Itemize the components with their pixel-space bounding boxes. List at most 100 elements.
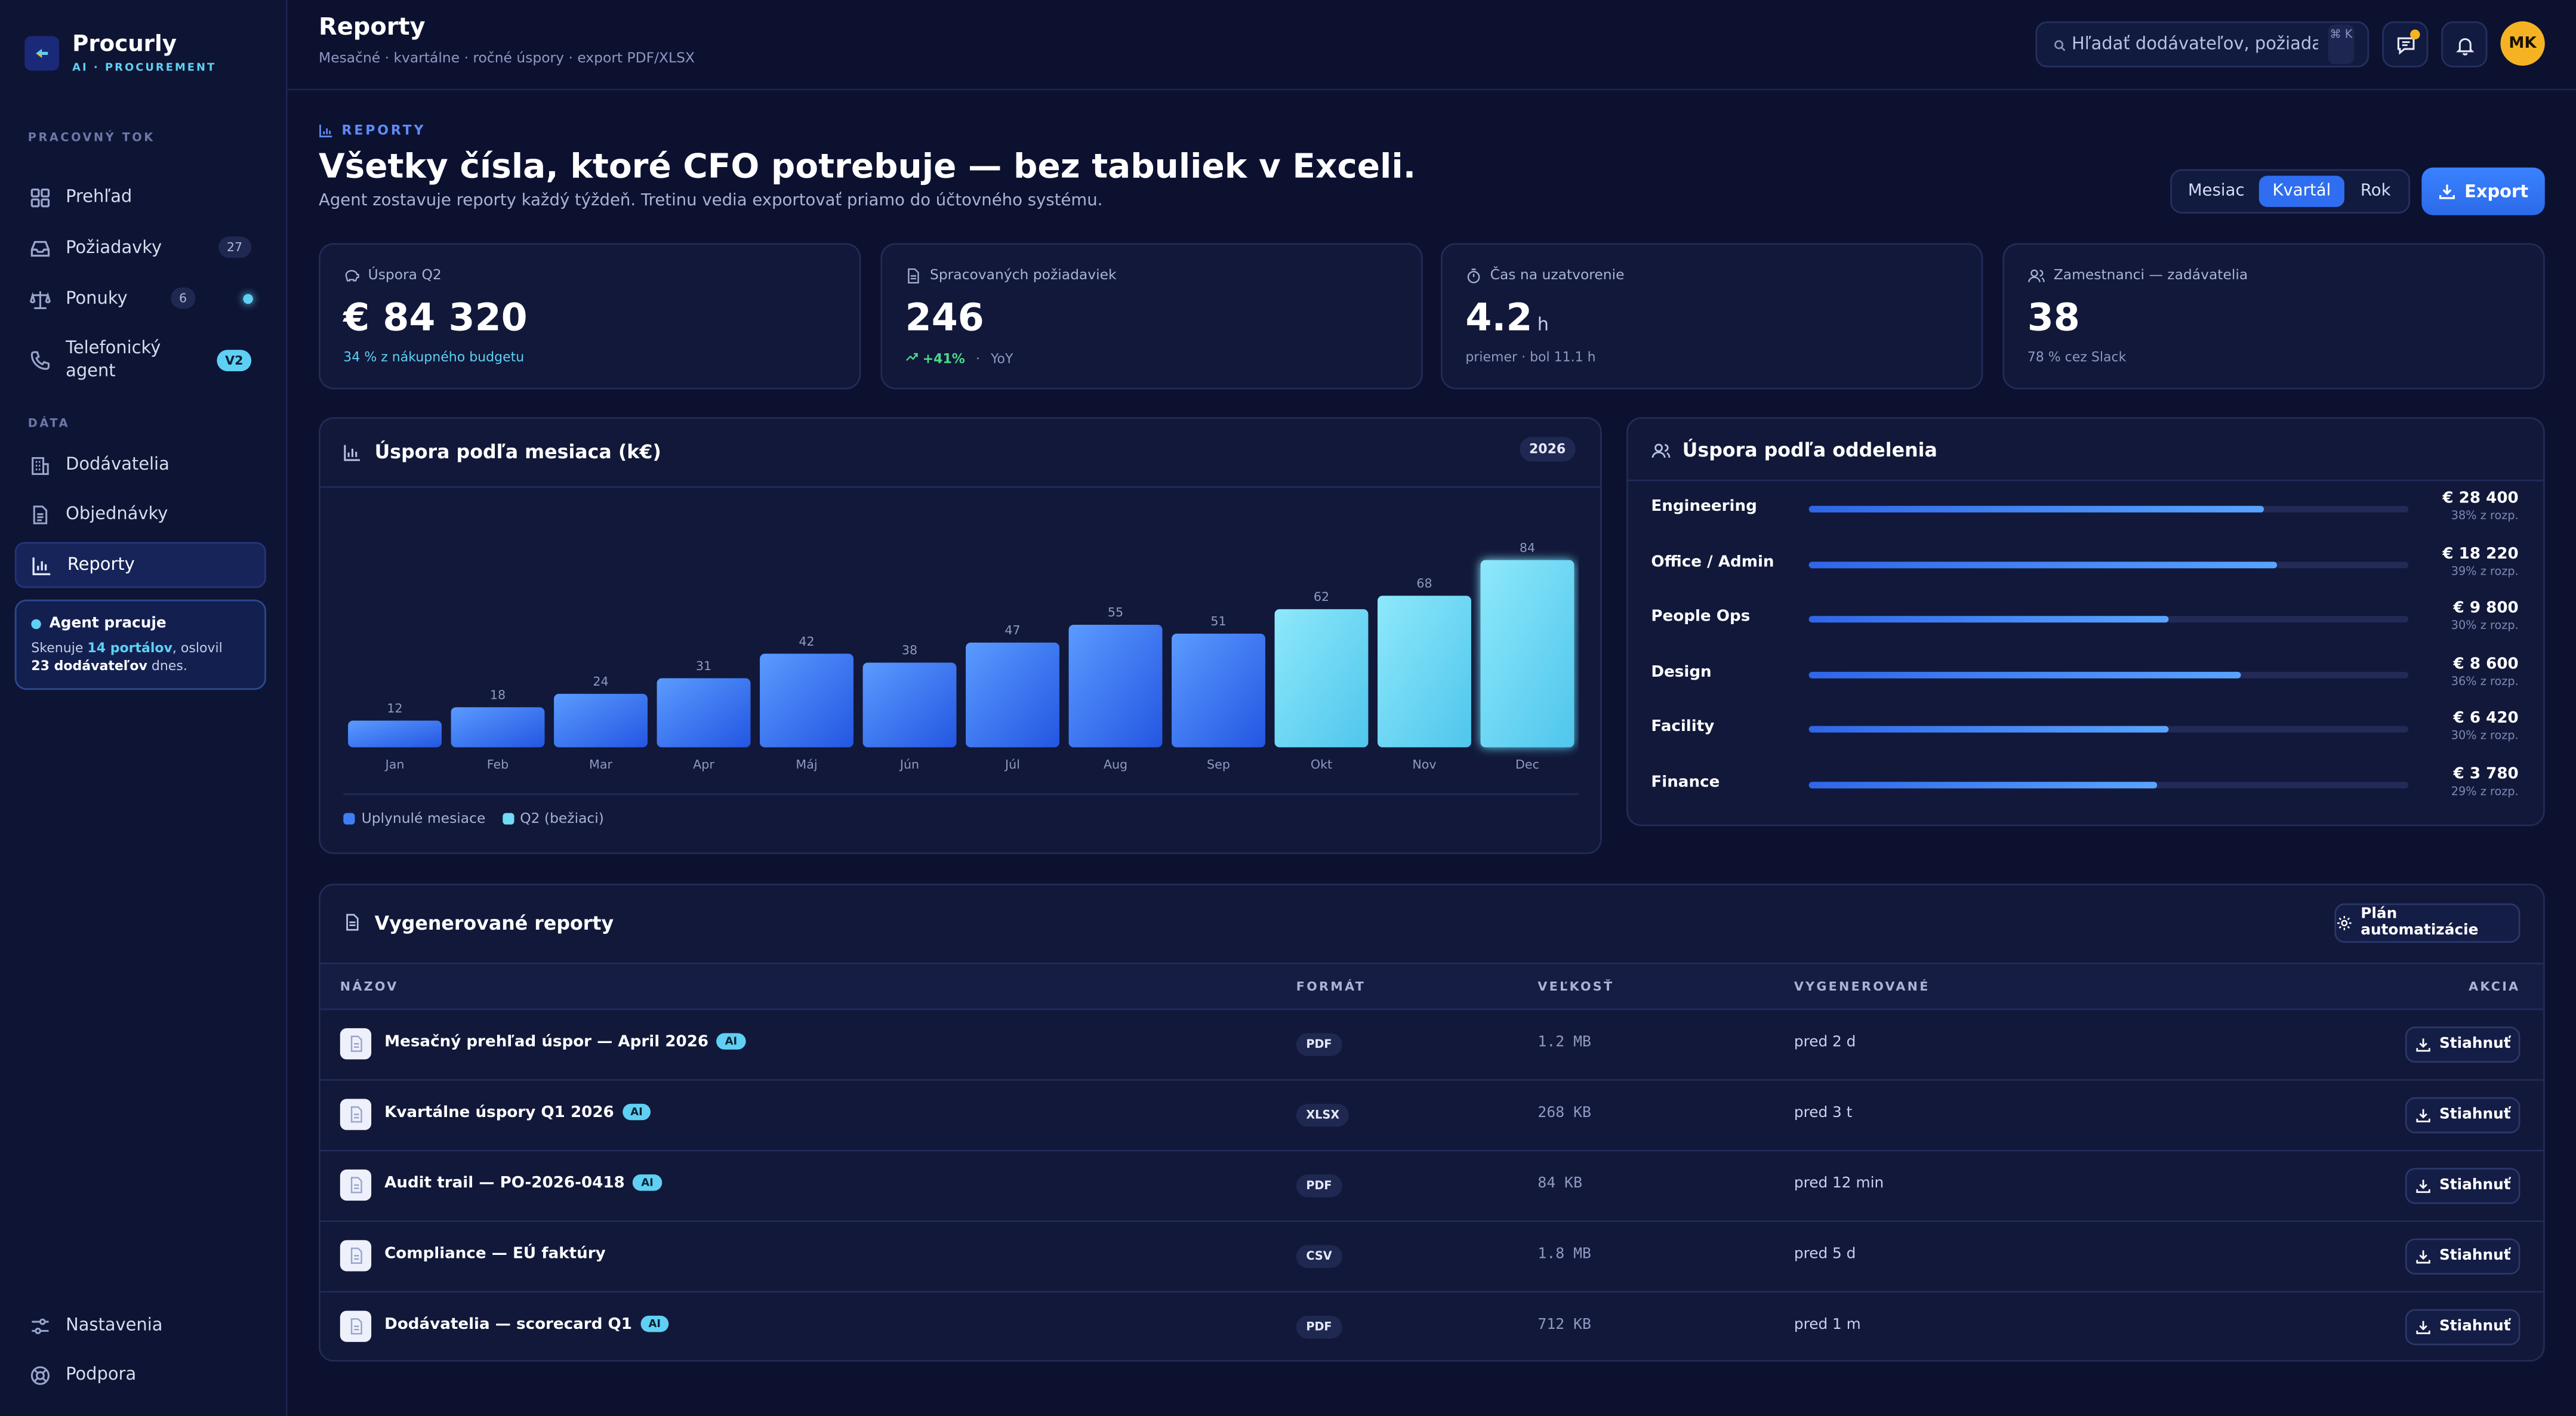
department-row: Facility € 6 420 30% z rozp. [1651, 709, 2518, 749]
inbox-icon [30, 240, 50, 256]
kpi-label: Úspora Q2 [368, 267, 442, 285]
department-budget-percent: 39% z rozp. [2451, 564, 2519, 578]
department-budget-percent: 30% z rozp. [2451, 619, 2519, 633]
messages-button[interactable] [2382, 21, 2429, 67]
kpi-value: 246 [905, 297, 984, 340]
x-tick-label: Feb [487, 757, 509, 772]
brand-tagline: AI · PROCUREMENT [72, 60, 217, 74]
sidebar-item-reporty[interactable]: Reporty [14, 542, 266, 588]
sidebar-item-poziadavky[interactable]: Požiadavky 27 [15, 230, 266, 266]
report-name[interactable]: Audit trail — PO-2026-0418 AI [384, 1174, 662, 1192]
page-headline: Všetky čísla, ktoré CFO potrebuje — bez … [319, 146, 1416, 186]
column-header-generated[interactable]: VYGENEROVANÉ [1794, 979, 1930, 994]
kpi-label: Zamestnanci — zadávatelia [2053, 267, 2248, 285]
table-row[interactable]: Compliance — EÚ faktúry CSV 1.8 MB pred 5 d… [320, 1222, 2544, 1293]
agent-title: Agent pracuje [49, 616, 167, 633]
status-dot [243, 294, 253, 304]
sidebar-item-prehlad[interactable]: Prehľad [15, 179, 266, 215]
report-name[interactable]: Mesačný prehľad úspor — April 2026 AI [384, 1033, 745, 1051]
legend-divider [343, 793, 1579, 795]
bar-Apr[interactable] [657, 678, 751, 748]
kpi-value: 38 [2027, 297, 2080, 340]
bar-Aug[interactable] [1068, 624, 1163, 748]
kpi-note: 34 % z nákupného budgetu [343, 350, 525, 365]
chart-legend: Uplynulé mesiace Q2 (bežiaci) [343, 812, 604, 828]
file-icon [340, 1240, 372, 1272]
document-icon [346, 914, 359, 931]
bar-value-label: 51 [1210, 614, 1226, 628]
table-row[interactable]: Audit trail — PO-2026-0418 AI PDF 84 KB pred… [320, 1152, 2544, 1222]
download-button[interactable]: Stiahnuť [2405, 1168, 2520, 1204]
users-icon [1651, 443, 1671, 458]
download-button[interactable]: Stiahnuť [2405, 1097, 2520, 1134]
search-placeholder: Hľadať dodávateľov, požiadavky, … [2072, 34, 2318, 54]
bar-Máj[interactable] [760, 653, 853, 748]
table-row[interactable]: Mesačný prehľad úspor — April 2026 AI PDF 1… [320, 1010, 2544, 1081]
download-button[interactable]: Stiahnuť [2405, 1309, 2520, 1346]
logo-icon [24, 36, 60, 71]
x-tick-label: Aug [1104, 757, 1127, 772]
bar-Jún[interactable] [862, 662, 957, 748]
avatar[interactable]: MK [2500, 21, 2545, 66]
file-icon [340, 1310, 372, 1342]
sidebar-item-dodavatelia[interactable]: Dodávatelia [15, 447, 266, 483]
download-label: Stiahnuť [2439, 1107, 2511, 1124]
bar-value-label: 55 [1108, 605, 1123, 619]
section-eyebrow: REPORTY [319, 123, 426, 138]
column-header-size[interactable]: VEĽKOSŤ [1537, 979, 1614, 994]
trend-up-icon [906, 353, 918, 361]
bar-value-label: 62 [1314, 590, 1329, 604]
export-button[interactable]: Export [2421, 167, 2545, 215]
page-subtitle: Mesačné · kvartálne · ročné úspory · exp… [319, 51, 695, 67]
period-option-year[interactable]: Rok [2360, 182, 2391, 200]
report-name[interactable]: Dodávatelia — scorecard Q1 AI [384, 1315, 669, 1334]
search-icon [2054, 40, 2066, 51]
x-tick-label: Okt [1311, 757, 1332, 772]
format-badge: CSV [1296, 1245, 1342, 1269]
bar-Feb[interactable] [451, 707, 545, 748]
period-option-month[interactable]: Mesiac [2187, 182, 2245, 200]
format-badge: XLSX [1296, 1103, 1349, 1127]
report-name[interactable]: Compliance — EÚ faktúry [384, 1245, 606, 1263]
phone-icon [30, 351, 50, 370]
period-switcher: Mesiac Kvartál Rok [2170, 169, 2411, 214]
period-option-quarter[interactable]: Kvartál [2258, 175, 2344, 207]
department-progress-fill [1808, 505, 2265, 513]
kpi-note: 78 % cez Slack [2027, 350, 2127, 365]
department-card-title: Úspora podľa oddelenia [1682, 438, 1937, 462]
sidebar-item-podpora[interactable]: Podpora [15, 1357, 266, 1393]
download-button[interactable]: Stiahnuť [2405, 1026, 2520, 1063]
bar-Mar[interactable] [554, 693, 648, 748]
column-header-name[interactable]: NÁZOV [340, 979, 399, 994]
automation-plan-button[interactable]: Plán automatizácie [2334, 903, 2520, 943]
generated-reports-card: Vygenerované reporty Plán automatizácie … [319, 883, 2545, 1363]
sidebar-item-nastavenia[interactable]: Nastavenia [15, 1307, 266, 1344]
sidebar-item-telefonicky-agent[interactable]: Telefonický agent V2 [15, 334, 266, 386]
monthly-savings-card: Úspora podľa mesiaca (k€) 2026 12 Jan 18 Fe… [319, 417, 1602, 854]
bar-Nov[interactable] [1378, 596, 1471, 748]
notifications-button[interactable] [2441, 21, 2488, 67]
x-tick-label: Jún [899, 757, 919, 772]
table-row[interactable]: Kvartálne úspory Q1 2026 AI XLSX 268 KB pred… [320, 1081, 2544, 1152]
bar-Dec[interactable] [1480, 560, 1574, 748]
search-input[interactable]: Hľadať dodávateľov, požiadavky, … ⌘ K [2035, 21, 2369, 67]
table-row[interactable]: Dodávatelia — scorecard Q1 AI PDF 712 KB pre… [321, 1292, 2543, 1363]
report-name[interactable]: Kvartálne úspory Q1 2026 AI [384, 1103, 651, 1122]
sidebar-item-ponuky[interactable]: Ponuky 6 [15, 281, 266, 317]
bar-Sep[interactable] [1172, 633, 1265, 748]
bar-Okt[interactable] [1274, 609, 1369, 748]
file-icon [908, 268, 919, 284]
bar-Jan[interactable] [348, 720, 442, 748]
file-icon [340, 1169, 372, 1201]
sidebar-item-objednavky[interactable]: Objednávky [15, 496, 266, 532]
bar-Júl[interactable] [966, 642, 1059, 748]
year-badge[interactable]: 2026 [1519, 437, 1576, 462]
download-button[interactable]: Stiahnuť [2405, 1238, 2520, 1275]
column-header-format[interactable]: FORMÁT [1296, 979, 1366, 994]
brand[interactable]: Procurly AI · PROCUREMENT [24, 32, 217, 74]
department-progress-track [1808, 671, 2409, 678]
format-badge: PDF [1296, 1315, 1342, 1339]
scale-icon [29, 290, 51, 309]
department-row: Finance € 3 780 29% z rozp. [1651, 766, 2518, 805]
